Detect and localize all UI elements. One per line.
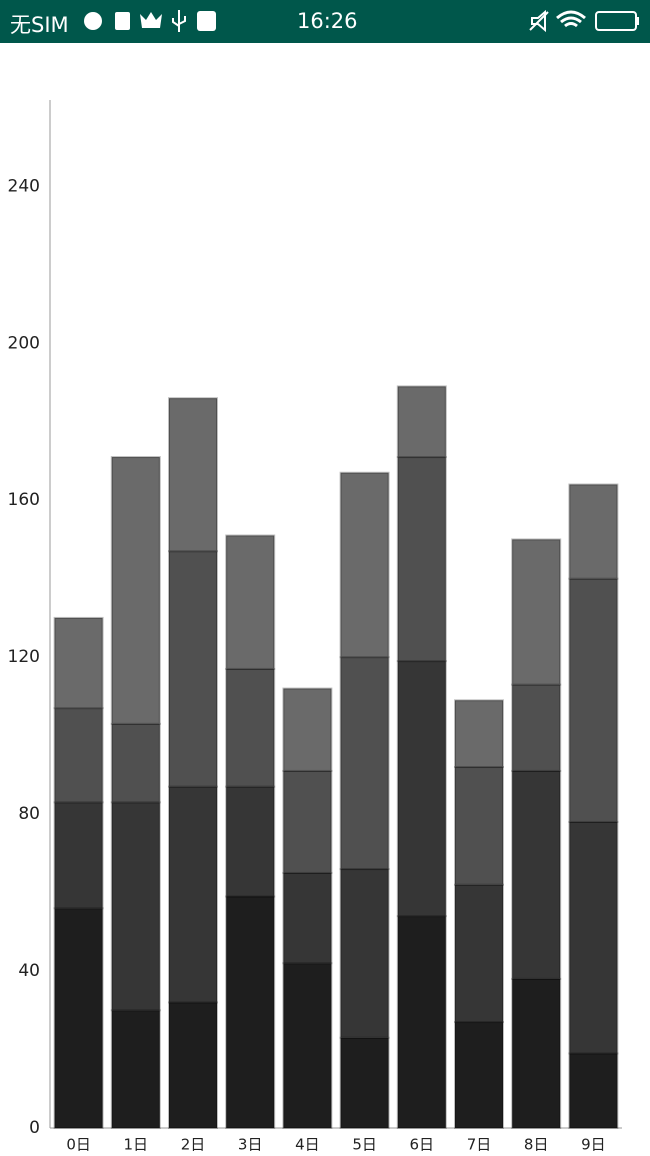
bar-segment bbox=[454, 1021, 504, 1130]
bar-segment bbox=[396, 660, 447, 918]
x-tick-label: 3日 bbox=[238, 1136, 263, 1154]
x-tick-label: 8日 bbox=[524, 1136, 549, 1154]
bar-segment bbox=[396, 915, 447, 1129]
x-tick-label: 2日 bbox=[181, 1136, 206, 1154]
x-tick-label: 9日 bbox=[581, 1136, 606, 1154]
status-icons bbox=[84, 9, 639, 33]
y-tick-label: 80 bbox=[18, 804, 40, 824]
clock: 16:26 bbox=[297, 9, 358, 33]
x-tick-label: 1日 bbox=[124, 1136, 149, 1154]
bar-segment bbox=[225, 534, 276, 670]
bar-segment bbox=[53, 801, 104, 910]
bar-segment bbox=[568, 1052, 619, 1130]
bar-segment bbox=[511, 683, 562, 772]
x-tick-label: 4日 bbox=[295, 1136, 320, 1154]
x-tick-label: 0日 bbox=[66, 1136, 91, 1154]
bar-segment bbox=[110, 801, 161, 1012]
bar-segment bbox=[282, 769, 333, 874]
y-tick-label: 240 bbox=[8, 176, 40, 196]
bar-segment bbox=[568, 820, 619, 1055]
bar-segment bbox=[168, 1001, 218, 1129]
bar-segment bbox=[282, 687, 333, 772]
bar-segment bbox=[225, 667, 276, 788]
bar-segment bbox=[511, 977, 562, 1129]
y-tick-label: 40 bbox=[18, 961, 40, 981]
bar-segment bbox=[454, 883, 504, 1024]
bar-segment bbox=[511, 769, 562, 980]
bar-segment bbox=[396, 385, 447, 459]
y-tick-label: 200 bbox=[8, 333, 40, 353]
bar-segment bbox=[454, 699, 504, 769]
bar-segment bbox=[168, 397, 218, 553]
bar-segment bbox=[110, 456, 161, 725]
bar-segment bbox=[53, 616, 104, 710]
x-tick-label: 7日 bbox=[467, 1136, 492, 1154]
x-tick-label: 5日 bbox=[352, 1136, 377, 1154]
bar-segment bbox=[168, 785, 218, 1004]
x-tick-label: 6日 bbox=[410, 1136, 435, 1154]
status-bar: 无SIM 16:26 bbox=[0, 0, 650, 43]
bar-segment bbox=[225, 785, 276, 898]
bar-segment bbox=[454, 766, 504, 886]
bar-segment bbox=[568, 577, 619, 823]
bar-segment bbox=[168, 550, 218, 788]
bar-segment bbox=[282, 871, 333, 965]
bar-segment bbox=[511, 538, 562, 686]
bar-segment bbox=[339, 471, 390, 659]
bar-segment bbox=[396, 456, 447, 663]
bar-segment bbox=[339, 656, 390, 871]
bar-segment bbox=[282, 962, 333, 1130]
bar-segment bbox=[53, 707, 104, 804]
bar-segment bbox=[53, 907, 104, 1129]
bar-segment bbox=[339, 1036, 390, 1130]
bar-segment bbox=[225, 895, 276, 1130]
y-tick-label: 160 bbox=[8, 490, 40, 510]
bar-segment bbox=[110, 1009, 161, 1130]
y-tick-label: 120 bbox=[8, 647, 40, 667]
bar-segment bbox=[339, 868, 390, 1039]
bar-segment bbox=[568, 483, 619, 580]
y-tick-label: 0 bbox=[29, 1118, 40, 1138]
bar-segment bbox=[110, 722, 161, 804]
carrier: 无SIM bbox=[10, 13, 69, 37]
